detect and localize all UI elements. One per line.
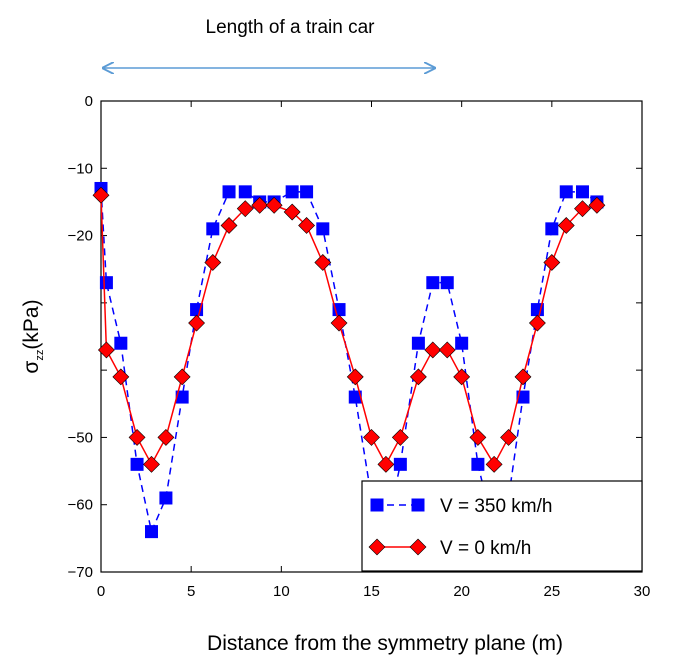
legend-entry: V = 0 km/h	[368, 538, 531, 559]
data-point	[391, 429, 409, 446]
legend-marker	[370, 498, 384, 512]
data-point	[285, 185, 299, 199]
y-tick-label: −20	[68, 228, 93, 245]
series-line	[100, 195, 598, 466]
x-axis-label: Distance from the symmetry plane (m)	[207, 632, 563, 655]
data-point	[346, 368, 364, 386]
legend-marker	[411, 498, 425, 512]
data-point	[251, 196, 269, 214]
x-tick-label: 20	[453, 583, 470, 600]
data-point	[377, 455, 395, 473]
data-point	[130, 457, 144, 471]
data-point	[128, 429, 146, 446]
data-point	[300, 185, 314, 199]
data-point	[143, 455, 160, 473]
data-point	[298, 217, 316, 234]
annotation-text: Length of a train car	[206, 17, 376, 38]
data-point	[363, 429, 380, 446]
data-point	[220, 217, 238, 234]
data-point	[157, 429, 175, 446]
data-point	[316, 222, 330, 236]
data-point	[238, 185, 252, 199]
legend-label: V = 0 km/h	[440, 538, 531, 559]
y-tick-label: −50	[68, 429, 93, 446]
data-point	[543, 254, 561, 271]
data-point	[424, 341, 442, 359]
data-point	[528, 314, 546, 332]
data-point	[455, 336, 469, 350]
data-point	[409, 368, 427, 386]
y-tick-label: 0	[85, 93, 93, 110]
data-point	[516, 390, 530, 404]
legend-label: V = 350 km/h	[440, 496, 552, 517]
data-point	[236, 200, 254, 218]
data-point	[159, 491, 173, 505]
y-axis-label-symbol: σ	[20, 361, 43, 374]
data-point	[469, 429, 487, 446]
data-point	[485, 455, 503, 473]
x-tick-label: 5	[187, 583, 195, 600]
data-point	[222, 185, 236, 199]
data-point	[514, 368, 532, 386]
series-group	[92, 181, 606, 539]
data-point	[99, 276, 113, 290]
data-point	[559, 185, 573, 199]
data-point	[175, 390, 189, 404]
data-point	[471, 457, 485, 471]
legend-items: V = 350 km/h V = 0 km/h	[368, 496, 552, 559]
data-point	[575, 185, 589, 199]
y-tick-label: −60	[68, 497, 93, 514]
data-point	[265, 196, 283, 214]
data-point	[426, 276, 440, 290]
data-point	[112, 368, 130, 386]
y-axis-label-subscript: zz	[34, 350, 46, 361]
data-point	[393, 457, 407, 471]
data-point	[545, 222, 559, 236]
legend-entry: V = 350 km/h	[370, 496, 552, 517]
data-point	[330, 314, 348, 332]
data-point	[204, 254, 222, 271]
data-point	[114, 336, 128, 350]
data-point	[500, 429, 517, 446]
data-point	[440, 276, 454, 290]
data-point	[92, 186, 110, 204]
data-point	[574, 200, 591, 218]
y-axis-label-unit: (kPa)	[20, 299, 43, 349]
data-point	[588, 196, 606, 214]
x-tick-label: 15	[363, 583, 380, 600]
data-point	[173, 368, 191, 386]
y-tick-label: −70	[68, 564, 93, 581]
legend-marker	[368, 538, 386, 556]
data-point	[283, 203, 301, 221]
data-point	[97, 341, 115, 359]
legend: V = 350 km/h V = 0 km/h	[361, 480, 643, 572]
y-axis-label: σzz(kPa)	[20, 299, 46, 373]
data-point	[411, 336, 425, 350]
y-tick-label: −10	[68, 160, 93, 177]
data-point	[453, 368, 471, 386]
data-point	[144, 525, 158, 539]
x-tick-label: 30	[634, 583, 651, 600]
x-tick-label: 0	[97, 583, 105, 600]
series-line	[100, 188, 598, 535]
legend-box	[361, 480, 643, 572]
data-point	[348, 390, 362, 404]
data-point	[188, 314, 206, 332]
axis-ticks: 0 5 10 15 20 25 30 0 −10 −20 −50 −60 −70	[68, 93, 651, 600]
x-tick-label: 25	[543, 583, 560, 600]
data-point	[438, 341, 456, 359]
x-tick-label: 10	[273, 583, 290, 600]
data-point	[206, 222, 220, 236]
legend-marker	[409, 538, 427, 556]
series-2	[92, 186, 606, 473]
data-point	[557, 217, 575, 234]
data-point	[314, 254, 332, 271]
